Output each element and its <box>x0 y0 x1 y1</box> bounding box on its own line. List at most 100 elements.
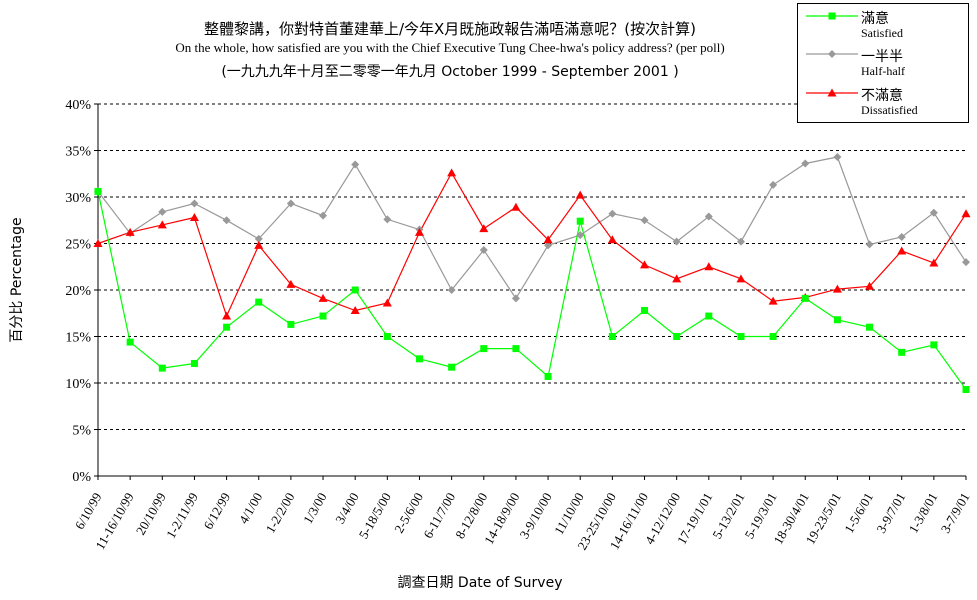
data-point-half-half <box>158 207 167 216</box>
legend-item-dissatisfied: 不滿意 Dissatisfied <box>798 83 968 121</box>
data-point-satisfied <box>383 333 391 340</box>
x-tick-label: 1-5/6/01 <box>841 490 876 536</box>
chart-title-english: On the whole, how satisfied are you with… <box>175 40 725 55</box>
data-point-dissatisfied <box>897 246 907 255</box>
data-point-half-half <box>479 246 488 255</box>
data-point-satisfied <box>608 333 616 340</box>
data-point-half-half <box>672 237 681 246</box>
x-tick-label: 1-3/8/01 <box>905 490 940 536</box>
x-tick-label: 4/1/00 <box>236 490 266 526</box>
data-point-half-half <box>319 211 328 220</box>
data-point-dissatisfied <box>704 262 714 271</box>
data-point-satisfied <box>576 217 584 225</box>
data-point-dissatisfied <box>286 279 296 288</box>
data-point-half-half <box>383 215 392 224</box>
data-point-dissatisfied <box>382 298 392 307</box>
data-point-half-half <box>769 180 778 189</box>
data-point-half-half <box>190 199 199 208</box>
legend-label-zh: 滿意 <box>861 11 889 27</box>
data-point-satisfied <box>158 364 166 372</box>
data-point-satisfied <box>866 323 874 331</box>
data-point-dissatisfied <box>447 168 457 177</box>
legend-item-half-half: 一半半 Half-half <box>798 44 968 82</box>
data-point-satisfied <box>898 348 906 356</box>
data-point-dissatisfied <box>254 240 264 249</box>
y-tick-label: 5% <box>72 424 91 439</box>
x-tick-label: 3/4/00 <box>332 490 362 526</box>
legend-marker-square-icon <box>806 12 858 20</box>
x-tick-label: 3-7/9/01 <box>938 490 973 536</box>
data-point-half-half <box>865 240 874 249</box>
data-point-satisfied <box>126 338 134 346</box>
x-tick-label: 1-2/2/00 <box>262 490 297 536</box>
data-point-half-half <box>511 294 520 303</box>
data-point-half-half <box>962 258 970 267</box>
data-point-half-half <box>254 234 263 243</box>
x-tick-label: 6/10/99 <box>72 490 105 532</box>
data-point-satisfied <box>287 320 295 328</box>
data-point-dissatisfied <box>543 235 553 244</box>
data-point-satisfied <box>255 298 263 306</box>
data-point-dissatisfied <box>93 239 103 247</box>
chart-subtitle-period: (一九九九年十月至二零零一年九月 October 1999 - Septembe… <box>221 64 679 80</box>
y-tick-label: 35% <box>65 145 91 160</box>
data-point-satisfied <box>769 333 777 340</box>
data-point-dissatisfied <box>768 296 778 305</box>
data-point-dissatisfied <box>222 311 232 320</box>
data-point-dissatisfied <box>125 227 135 236</box>
data-point-dissatisfied <box>414 227 424 236</box>
series-line-satisfied <box>97 191 967 390</box>
legend-label-zh: 一半半 <box>861 49 903 65</box>
legend: 滿意 Satisfied 一半半 Half-half 不滿意 Dissatisf… <box>797 3 969 123</box>
y-tick-label: 30% <box>65 191 91 206</box>
data-point-dissatisfied <box>929 258 939 267</box>
data-point-satisfied <box>833 316 841 324</box>
data-point-half-half <box>929 208 938 217</box>
data-point-satisfied <box>737 333 745 340</box>
y-tick-label: 20% <box>65 284 91 299</box>
data-point-half-half <box>801 159 810 168</box>
y-tick-label: 0% <box>72 470 91 485</box>
data-point-dissatisfied <box>736 274 746 283</box>
data-point-satisfied <box>223 323 231 331</box>
y-axis-label-text: 百分比 Percentage <box>9 217 25 342</box>
data-point-dissatisfied <box>511 202 521 211</box>
y-tick-label: 25% <box>65 238 91 253</box>
data-point-dissatisfied <box>350 305 360 314</box>
legend-marker-triangle-icon <box>806 88 858 97</box>
data-point-satisfied <box>415 355 423 363</box>
x-tick-label: 11/10/00 <box>551 490 587 537</box>
data-point-half-half <box>608 209 617 218</box>
legend-label-en: Satisfied <box>861 26 903 40</box>
data-point-dissatisfied <box>832 284 842 293</box>
data-point-satisfied <box>190 359 198 367</box>
data-point-dissatisfied <box>672 274 682 283</box>
y-tick-label: 15% <box>65 331 91 346</box>
x-tick-label: 3-9/7/01 <box>873 490 908 536</box>
data-point-half-half <box>833 153 842 162</box>
data-point-satisfied <box>705 312 713 320</box>
legend-label-en: Dissatisfied <box>861 103 918 117</box>
data-point-satisfied <box>544 372 552 380</box>
x-tick-label: 1/3/00 <box>300 490 330 526</box>
data-point-half-half <box>544 241 553 250</box>
series-line-half <box>97 156 967 300</box>
data-point-satisfied <box>94 187 102 195</box>
data-point-satisfied <box>319 312 327 320</box>
legend-marker-diamond-icon <box>806 50 858 58</box>
x-axis-label: 調查日期 Date of Survey <box>397 575 563 591</box>
data-point-satisfied <box>641 306 649 314</box>
data-point-half-half <box>736 237 745 246</box>
data-point-satisfied <box>480 345 488 353</box>
data-point-satisfied <box>930 341 938 349</box>
data-point-half-half <box>222 216 231 225</box>
y-axis-label: 百分比 Percentage <box>1 200 31 360</box>
data-point-half-half <box>286 199 295 208</box>
data-point-half-half <box>447 286 456 294</box>
x-tick-label: 2-5/6/00 <box>391 490 426 536</box>
data-point-half-half <box>704 212 713 221</box>
series-line-dissatisfied <box>97 171 967 318</box>
legend-item-satisfied: 滿意 Satisfied <box>798 6 968 44</box>
data-point-half-half <box>576 231 585 240</box>
